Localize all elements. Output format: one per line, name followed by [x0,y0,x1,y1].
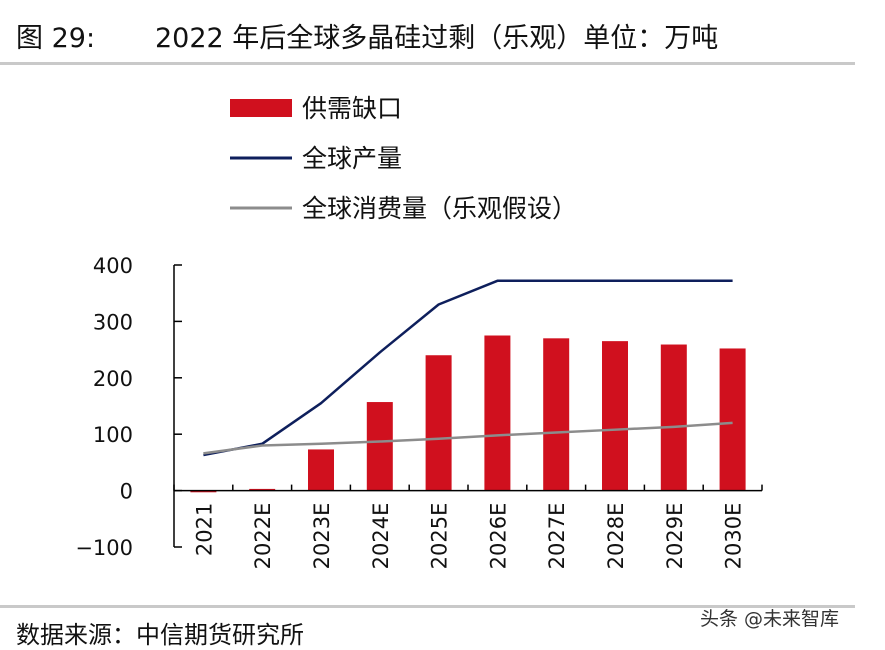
bar-gap-2021 [190,490,217,493]
chart-title: 2022 年后全球多晶硅过剩（乐观）单位：万吨 [155,23,719,54]
line-global-consumption [203,421,733,455]
y-tick-label: 100 [93,423,133,447]
x-tick-label: 2027E [545,503,569,570]
legend-label: 供需缺口 [302,94,402,123]
x-tick-label: 2025E [428,503,452,570]
bar-gap-2029E [660,344,687,491]
y-tick-label: 300 [93,310,133,334]
x-tick-label: 2028E [604,503,628,570]
y-tick-label: 0 [120,480,133,504]
top-divider [0,62,855,65]
y-axis: 400 300 200 100 0 −100 [75,254,182,560]
legend-label: 全球产量 [302,144,402,173]
watermark: 头条 @未来智库 [700,608,840,630]
x-axis: 2021 2022E 2023E 2024E 2025E 2026E 2027E 2028E 2… [173,484,763,570]
legend-label: 全球消费量（乐观假设） [302,194,577,223]
x-tick-label: 2024E [369,503,393,570]
figure-label: 图 29: [16,23,96,54]
x-tick-label: 2021 [192,503,216,556]
x-tick-label: 2023E [310,503,334,570]
bar-gap-2028E [602,341,628,491]
x-tick-label: 2030E [722,503,746,570]
bar-gap-2023E [308,449,334,491]
bar-gap-2030E [719,348,746,491]
y-tick-label: −100 [75,536,133,560]
line-global-production [203,279,733,457]
bar-gap-2022E [249,488,276,491]
line-series [203,279,733,457]
y-tick-label: 200 [93,367,133,391]
bar-series [190,335,746,493]
y-tick-label: 400 [93,254,133,278]
x-tick-label: 2026E [486,503,510,570]
x-tick-label: 2029E [663,503,687,570]
bottom-divider [0,605,855,608]
bar-gap-2025E [425,355,452,491]
x-tick-label: 2022E [251,503,275,570]
source-note: 数据来源：中信期货研究所 [16,621,304,649]
bar-gap-2027E [543,338,570,491]
bar-gap-2024E [366,402,393,491]
bar-gap-2026E [484,335,511,491]
legend-swatch-bar [230,99,292,117]
